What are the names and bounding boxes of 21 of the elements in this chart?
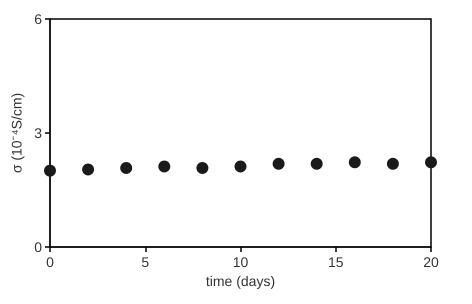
point: [348, 156, 361, 168]
point: [120, 162, 132, 174]
point: [425, 156, 437, 168]
point: [310, 158, 323, 170]
point: [82, 163, 94, 176]
point: [44, 164, 56, 177]
x-tick-label: 10: [232, 254, 248, 270]
x-tick-label: 20: [423, 254, 439, 270]
point: [386, 158, 399, 170]
y-axis-title: σ (10⁻⁴S/cm): [8, 92, 24, 174]
point: [234, 160, 246, 172]
y-tick-label: 6: [34, 11, 42, 27]
x-tick-label: 5: [141, 254, 150, 270]
x-axis-title: time (days): [206, 272, 276, 289]
y-tick-label: 0: [34, 239, 42, 255]
point: [196, 162, 208, 174]
y-tick-label: 3: [34, 125, 42, 141]
x-tick-label: 0: [46, 254, 54, 270]
point: [272, 158, 285, 170]
point: [158, 160, 170, 172]
x-tick-label: 15: [328, 254, 344, 270]
